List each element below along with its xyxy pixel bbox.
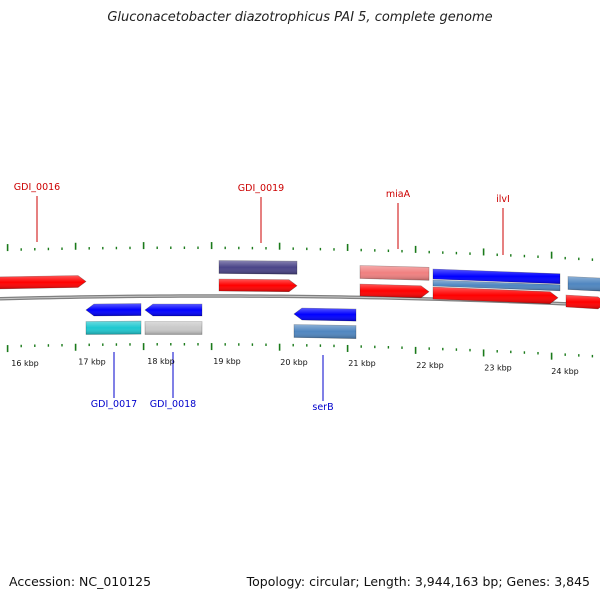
feature-labels: GDI_0016 GDI_0019 miaA ilvI GDI_0017 GDI_0018… [14, 182, 510, 413]
tick-label: 18 kbp [147, 357, 175, 366]
gene-arrow-shading [0, 275, 86, 289]
genome-title: Gluconacetobacter diazotrophicus PAI 5, … [107, 10, 493, 25]
tick-label: 24 kbp [551, 367, 579, 376]
gene-arrow-shading [433, 287, 558, 304]
feature-track [0, 260, 600, 339]
tick-label: 20 kbp [280, 358, 308, 367]
cds-block-shading [433, 280, 560, 291]
tick-label: 23 kbp [484, 364, 512, 373]
ruler-tick-labels: 16 kbp 17 kbp 18 kbp 19 kbp 20 kbp 21 kbp 22 k… [11, 357, 579, 376]
gene-arrow-shading [566, 295, 600, 309]
tick-label: 21 kbp [348, 359, 376, 368]
feature-label[interactable]: GDI_0017 [91, 399, 137, 410]
gene-arrow-shading [219, 279, 297, 292]
genome-summary-text: Topology: circular; Length: 3,944,163 bp… [246, 574, 590, 589]
feature-label[interactable]: serB [312, 402, 333, 413]
cds-block-shading [360, 265, 429, 281]
gene-arrow-shading [86, 303, 141, 316]
feature-label[interactable]: ilvI [496, 194, 510, 205]
accession-text: Accession: NC_010125 [9, 574, 152, 589]
tick-label: 22 kbp [416, 361, 444, 370]
cds-block-shading [145, 321, 202, 335]
cds-block-shading [568, 276, 600, 292]
feature-label[interactable]: GDI_0019 [238, 183, 284, 194]
tick-label: 17 kbp [78, 358, 106, 367]
feature-label[interactable]: GDI_0018 [150, 399, 196, 410]
tick-label: 16 kbp [11, 359, 39, 368]
feature-label[interactable]: miaA [386, 189, 411, 200]
cds-block-shading [294, 324, 356, 339]
tick-label: 19 kbp [213, 357, 241, 366]
ruler-ticks-top [6, 242, 594, 261]
feature-label[interactable]: GDI_0016 [14, 182, 60, 193]
ruler-ticks-bottom [6, 343, 594, 360]
cds-block-shading [219, 260, 297, 275]
gene-arrow-shading [145, 304, 202, 316]
gene-arrow-shading [360, 284, 429, 298]
gene-arrow-shading [294, 308, 356, 322]
cds-block-shading [86, 321, 141, 335]
cds-block-shading [433, 269, 560, 284]
